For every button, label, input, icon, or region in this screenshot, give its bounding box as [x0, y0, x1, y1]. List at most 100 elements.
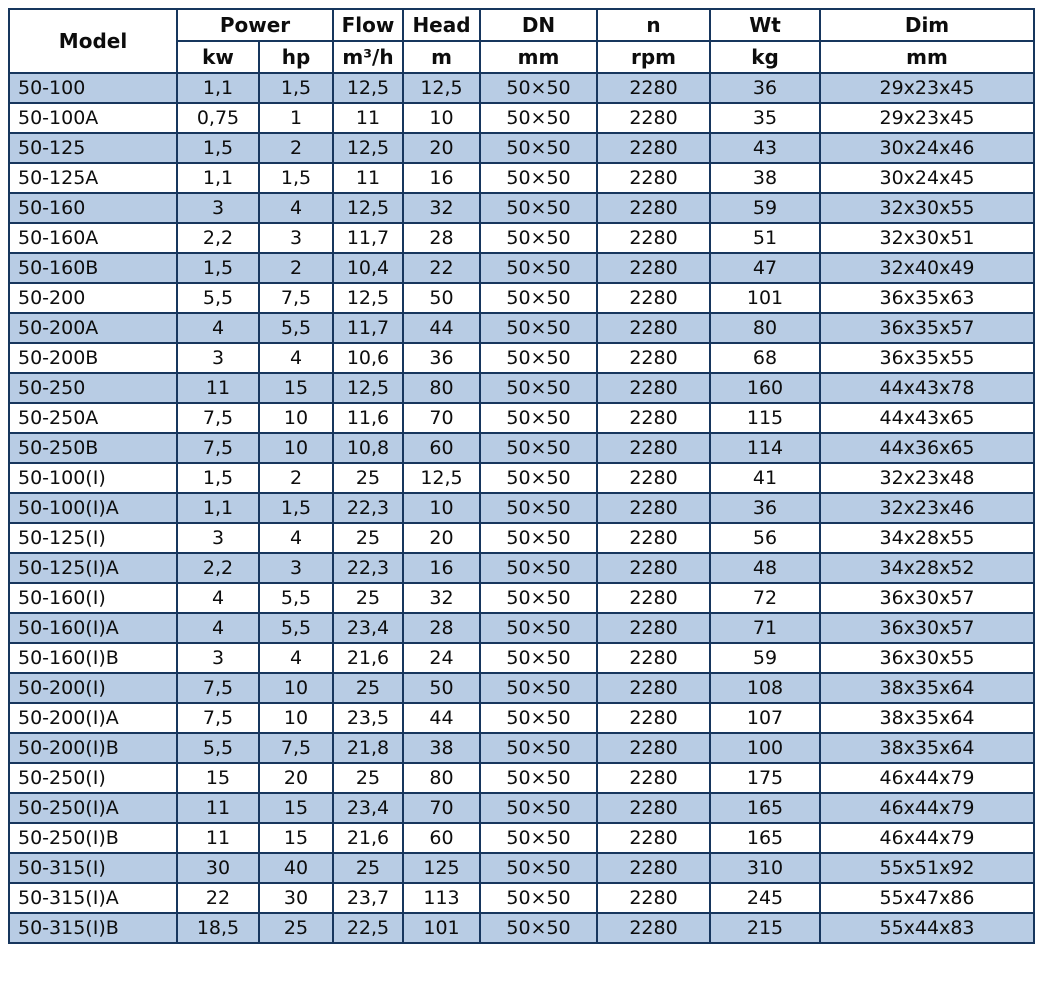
table-row: 50-160(I) 4 5,5 25 32 50×50 2280 72 36x30x57	[8, 582, 1035, 614]
cell-dn: 50×50	[479, 672, 598, 704]
cell-wt: 215	[709, 912, 821, 944]
cell-kw: 4	[176, 582, 260, 614]
cell-n: 2280	[596, 342, 711, 374]
cell-wt: 101	[709, 282, 821, 314]
header-unit-n: rpm	[596, 40, 711, 74]
cell-dim: 34x28x55	[819, 522, 1035, 554]
cell-kw: 1,5	[176, 462, 260, 494]
header-power: Power	[176, 8, 334, 42]
cell-n: 2280	[596, 822, 711, 854]
cell-hp: 15	[258, 792, 334, 824]
cell-dn: 50×50	[479, 822, 598, 854]
cell-n: 2280	[596, 162, 711, 194]
cell-flow: 11,6	[332, 402, 404, 434]
table-row: 50-100 1,1 1,5 12,5 12,5 50×50 2280 36 29x23x45	[8, 72, 1035, 104]
table-row: 50-250 11 15 12,5 80 50×50 2280 160 44x43x78	[8, 372, 1035, 404]
cell-kw: 3	[176, 642, 260, 674]
cell-n: 2280	[596, 252, 711, 284]
cell-model: 50-160	[8, 192, 178, 224]
cell-kw: 11	[176, 792, 260, 824]
cell-head: 125	[402, 852, 481, 884]
cell-wt: 165	[709, 822, 821, 854]
cell-dim: 44x36x65	[819, 432, 1035, 464]
cell-wt: 59	[709, 642, 821, 674]
cell-n: 2280	[596, 462, 711, 494]
cell-model: 50-125	[8, 132, 178, 164]
cell-hp: 3	[258, 552, 334, 584]
cell-hp: 15	[258, 372, 334, 404]
cell-dn: 50×50	[479, 282, 598, 314]
table-row: 50-315(I)B 18,5 25 22,5 101 50×50 2280 215 55x44…	[8, 912, 1035, 944]
cell-wt: 41	[709, 462, 821, 494]
cell-flow: 12,5	[332, 192, 404, 224]
cell-wt: 48	[709, 552, 821, 584]
cell-kw: 15	[176, 762, 260, 794]
cell-model: 50-250A	[8, 402, 178, 434]
cell-hp: 5,5	[258, 582, 334, 614]
cell-wt: 71	[709, 612, 821, 644]
cell-wt: 80	[709, 312, 821, 344]
cell-kw: 1,1	[176, 72, 260, 104]
cell-dim: 46x44x79	[819, 792, 1035, 824]
header-unit-dn: mm	[479, 40, 598, 74]
cell-dim: 32x30x55	[819, 192, 1035, 224]
cell-n: 2280	[596, 102, 711, 134]
cell-wt: 36	[709, 492, 821, 524]
cell-n: 2280	[596, 702, 711, 734]
cell-flow: 11,7	[332, 222, 404, 254]
cell-head: 101	[402, 912, 481, 944]
cell-wt: 165	[709, 792, 821, 824]
table-row: 50-200(I)A 7,5 10 23,5 44 50×50 2280 107 38x35x6…	[8, 702, 1035, 734]
cell-model: 50-250(I)	[8, 762, 178, 794]
cell-model: 50-160B	[8, 252, 178, 284]
cell-flow: 12,5	[332, 132, 404, 164]
cell-kw: 7,5	[176, 402, 260, 434]
cell-dn: 50×50	[479, 612, 598, 644]
cell-model: 50-315(I)A	[8, 882, 178, 914]
cell-hp: 5,5	[258, 612, 334, 644]
cell-wt: 107	[709, 702, 821, 734]
cell-wt: 59	[709, 192, 821, 224]
cell-model: 50-200(I)B	[8, 732, 178, 764]
table-row: 50-100A 0,75 1 11 10 50×50 2280 35 29x23x45	[8, 102, 1035, 134]
cell-dn: 50×50	[479, 762, 598, 794]
cell-model: 50-250(I)B	[8, 822, 178, 854]
cell-wt: 108	[709, 672, 821, 704]
cell-kw: 1,5	[176, 132, 260, 164]
cell-flow: 21,6	[332, 822, 404, 854]
cell-head: 28	[402, 222, 481, 254]
cell-model: 50-250	[8, 372, 178, 404]
table-row: 50-125(I)A 2,2 3 22,3 16 50×50 2280 48 34x28x52	[8, 552, 1035, 584]
cell-dn: 50×50	[479, 162, 598, 194]
cell-kw: 18,5	[176, 912, 260, 944]
cell-flow: 25	[332, 852, 404, 884]
cell-model: 50-125(I)A	[8, 552, 178, 584]
cell-n: 2280	[596, 762, 711, 794]
cell-dim: 55x44x83	[819, 912, 1035, 944]
cell-wt: 47	[709, 252, 821, 284]
cell-flow: 12,5	[332, 372, 404, 404]
cell-kw: 1,5	[176, 252, 260, 284]
cell-flow: 22,3	[332, 492, 404, 524]
cell-hp: 4	[258, 522, 334, 554]
cell-hp: 20	[258, 762, 334, 794]
cell-dn: 50×50	[479, 132, 598, 164]
cell-dn: 50×50	[479, 312, 598, 344]
cell-model: 50-100(I)	[8, 462, 178, 494]
cell-hp: 7,5	[258, 732, 334, 764]
cell-n: 2280	[596, 612, 711, 644]
cell-dn: 50×50	[479, 402, 598, 434]
cell-head: 22	[402, 252, 481, 284]
header-flow: Flow	[332, 8, 404, 42]
header-wt: Wt	[709, 8, 821, 42]
cell-head: 44	[402, 702, 481, 734]
cell-dn: 50×50	[479, 552, 598, 584]
table-row: 50-200B 3 4 10,6 36 50×50 2280 68 36x35x55	[8, 342, 1035, 374]
cell-head: 50	[402, 672, 481, 704]
cell-flow: 25	[332, 672, 404, 704]
cell-kw: 22	[176, 882, 260, 914]
cell-dim: 38x35x64	[819, 672, 1035, 704]
cell-dim: 30x24x45	[819, 162, 1035, 194]
cell-dn: 50×50	[479, 522, 598, 554]
cell-dn: 50×50	[479, 342, 598, 374]
